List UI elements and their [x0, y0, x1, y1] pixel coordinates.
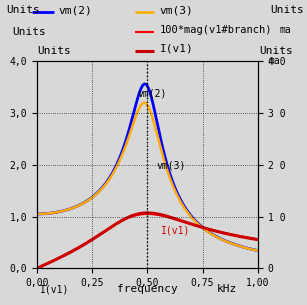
Text: ma: ma [279, 25, 291, 35]
Text: I(v1): I(v1) [161, 225, 190, 235]
Text: 100*mag(v1#branch): 100*mag(v1#branch) [160, 25, 272, 35]
Text: frequency: frequency [117, 284, 178, 294]
Text: vm(3): vm(3) [160, 5, 193, 15]
Text: Units: Units [270, 5, 304, 15]
Text: vm(3): vm(3) [156, 160, 185, 170]
Text: vm(2): vm(2) [58, 5, 92, 15]
Text: Units: Units [259, 46, 293, 56]
Text: kHz: kHz [217, 284, 237, 294]
Text: I(v1): I(v1) [40, 284, 69, 294]
Text: Units: Units [6, 5, 40, 15]
Text: ma: ma [269, 56, 280, 66]
Text: Units: Units [37, 46, 71, 56]
Text: I(v1): I(v1) [160, 44, 193, 54]
Text: vm(2): vm(2) [138, 88, 167, 98]
Text: Units: Units [12, 27, 46, 37]
